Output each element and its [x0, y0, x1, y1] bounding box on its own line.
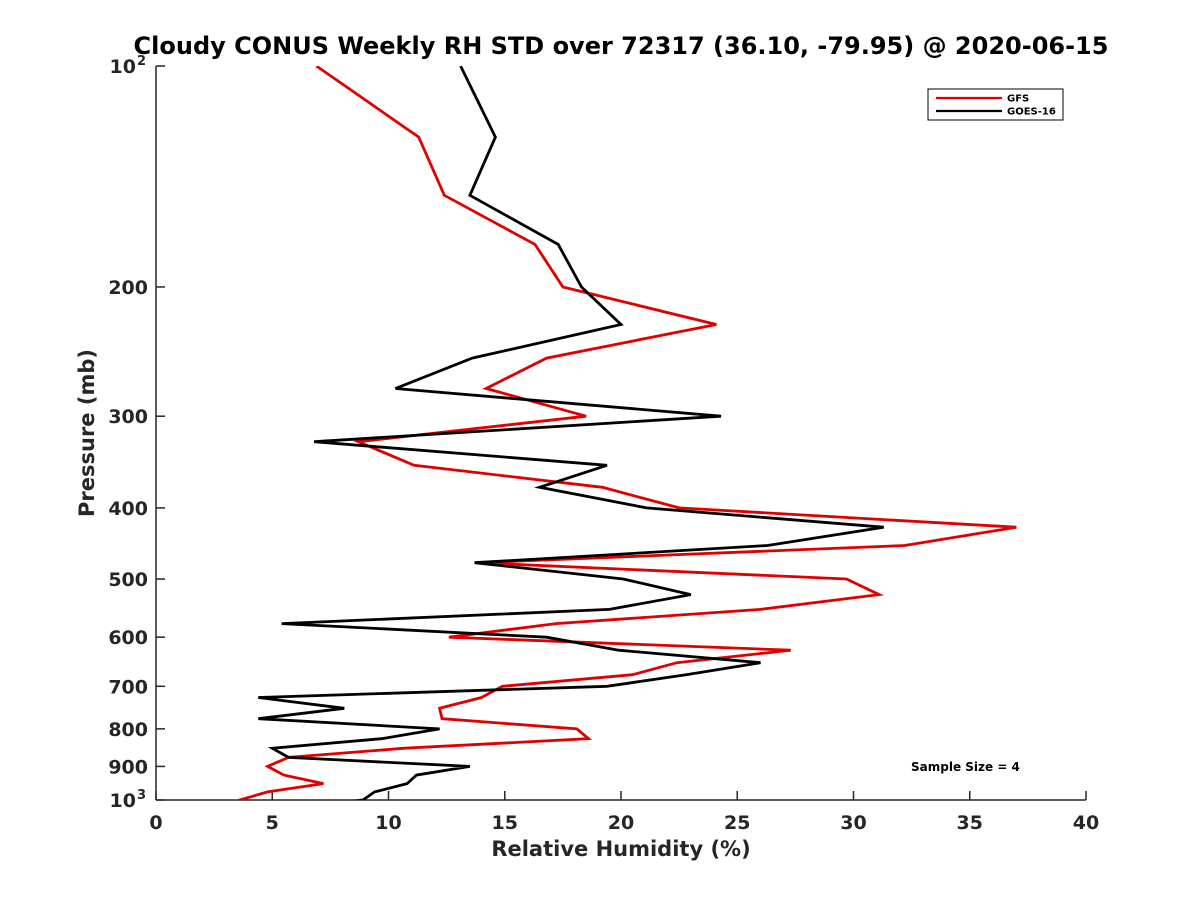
- series-line-gfs: [235, 66, 1017, 800]
- x-axis-label: Relative Humidity (%): [491, 837, 750, 861]
- legend-label-gfs: GFS: [1007, 94, 1029, 105]
- legend-label-goes16: GOES-16: [1007, 107, 1056, 118]
- y-tick-label: 800: [108, 719, 148, 741]
- y-axis-label: Pressure (mb): [75, 349, 99, 517]
- x-tick-label: 5: [266, 812, 279, 834]
- legend: GFS GOES-16: [927, 88, 1064, 121]
- chart-title: Cloudy CONUS Weekly RH STD over 72317 (3…: [134, 32, 1109, 60]
- series-line-goes16: [258, 66, 884, 800]
- x-tick-label: 35: [957, 812, 983, 834]
- y-tick-label: 700: [108, 676, 148, 698]
- sample-size-annotation: Sample Size = 4: [911, 760, 1020, 774]
- y-tick-label: 10: [110, 790, 136, 812]
- x-tick-label: 40: [1073, 812, 1099, 834]
- y-tick-label: 300: [108, 406, 148, 428]
- legend-box: [927, 88, 1064, 121]
- y-tick-label-exponent: 3: [137, 788, 146, 803]
- y-tick-label: 600: [108, 627, 148, 649]
- y-tick-label: 900: [108, 756, 148, 778]
- y-tick-label: 10: [110, 56, 136, 78]
- x-tick-label: 0: [149, 812, 162, 834]
- x-ticks: 0 5 10 15 20 25 30 35 40: [149, 791, 1099, 834]
- series-group: [235, 66, 1017, 800]
- x-tick-label: 30: [840, 812, 866, 834]
- y-tick-label: 500: [108, 569, 148, 591]
- y-tick-label: 200: [108, 277, 148, 299]
- x-tick-label: 20: [608, 812, 634, 834]
- y-tick-label-exponent: 2: [137, 54, 146, 69]
- x-tick-label: 10: [375, 812, 401, 834]
- y-tick-label: 400: [108, 498, 148, 520]
- x-tick-label: 15: [492, 812, 518, 834]
- x-tick-label: 25: [724, 812, 750, 834]
